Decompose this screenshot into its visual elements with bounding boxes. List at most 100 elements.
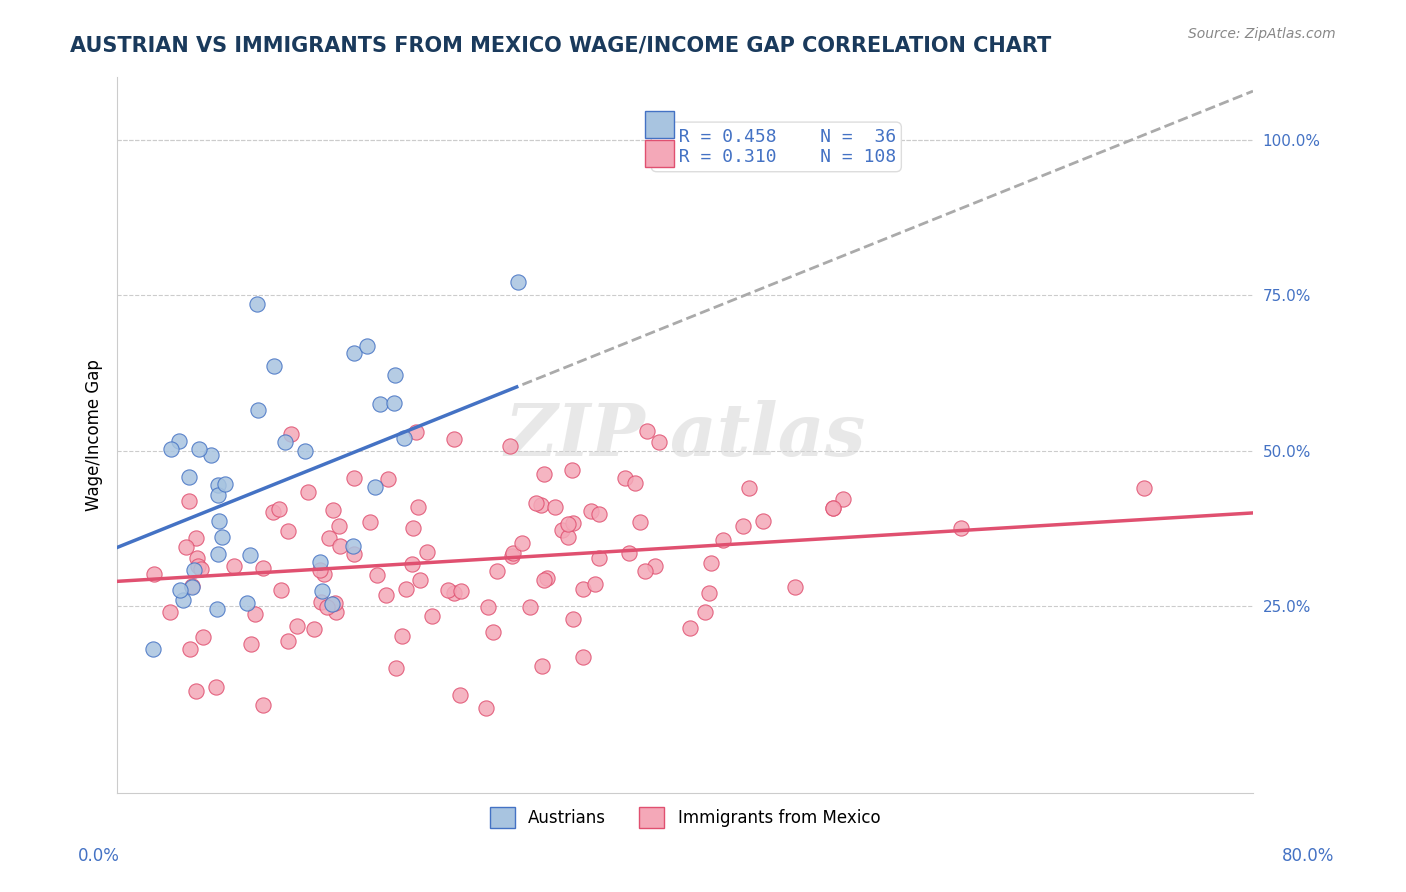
Point bbox=[401, 558, 423, 572]
Point bbox=[180, 579, 202, 593]
Point bbox=[308, 555, 330, 569]
Point bbox=[519, 600, 541, 615]
Point bbox=[274, 434, 297, 449]
Point bbox=[359, 516, 381, 530]
Point bbox=[524, 496, 547, 510]
Point bbox=[562, 516, 585, 530]
Point bbox=[499, 439, 522, 453]
Point bbox=[583, 576, 606, 591]
Point bbox=[409, 573, 432, 587]
Point bbox=[207, 514, 229, 528]
Point bbox=[634, 564, 657, 578]
Point bbox=[450, 584, 472, 599]
Point bbox=[294, 443, 316, 458]
Point bbox=[700, 556, 723, 570]
Point bbox=[270, 583, 292, 598]
Point bbox=[678, 621, 700, 635]
FancyBboxPatch shape bbox=[645, 112, 673, 138]
Point bbox=[169, 583, 191, 598]
Point bbox=[181, 580, 204, 594]
Point bbox=[239, 637, 262, 651]
Point bbox=[186, 550, 208, 565]
Point bbox=[207, 547, 229, 561]
Point bbox=[172, 593, 194, 607]
Point bbox=[561, 463, 583, 477]
Point bbox=[316, 599, 339, 614]
Point bbox=[529, 498, 551, 512]
Point bbox=[510, 536, 533, 550]
Point bbox=[187, 558, 209, 573]
Point bbox=[222, 558, 245, 573]
Point bbox=[443, 585, 465, 599]
Point bbox=[246, 402, 269, 417]
Point bbox=[384, 368, 406, 383]
Point bbox=[533, 467, 555, 481]
Point bbox=[252, 698, 274, 712]
Point bbox=[392, 431, 415, 445]
Point bbox=[356, 338, 378, 352]
Point bbox=[280, 426, 302, 441]
Point bbox=[579, 504, 602, 518]
Point bbox=[572, 582, 595, 597]
Point bbox=[636, 425, 658, 439]
Point bbox=[342, 346, 364, 360]
Point bbox=[543, 500, 565, 515]
Point bbox=[143, 566, 166, 581]
Point bbox=[366, 567, 388, 582]
Point bbox=[711, 533, 734, 547]
Point bbox=[309, 564, 332, 578]
Point bbox=[588, 551, 610, 566]
Point bbox=[329, 540, 352, 554]
Point bbox=[644, 559, 666, 574]
Point bbox=[214, 477, 236, 491]
Point bbox=[343, 547, 366, 561]
Point bbox=[752, 514, 775, 528]
Point bbox=[142, 641, 165, 656]
Point bbox=[285, 618, 308, 632]
Point bbox=[364, 480, 387, 494]
Point bbox=[405, 425, 427, 439]
Point bbox=[269, 502, 291, 516]
Point bbox=[406, 500, 429, 514]
Point bbox=[557, 530, 579, 544]
Point bbox=[277, 633, 299, 648]
Point bbox=[159, 605, 181, 619]
Point bbox=[179, 494, 201, 508]
Point bbox=[377, 472, 399, 486]
Point bbox=[536, 571, 558, 585]
Point bbox=[314, 566, 336, 581]
Point bbox=[821, 501, 844, 516]
Point bbox=[562, 612, 585, 626]
Point bbox=[501, 549, 523, 564]
Point bbox=[588, 508, 610, 522]
Point bbox=[572, 649, 595, 664]
Point bbox=[395, 582, 418, 597]
Point bbox=[384, 661, 406, 675]
Point bbox=[619, 546, 641, 560]
Point bbox=[184, 531, 207, 545]
Point bbox=[205, 680, 228, 694]
Point bbox=[391, 629, 413, 643]
Y-axis label: Wage/Income Gap: Wage/Income Gap bbox=[86, 359, 103, 511]
Point bbox=[628, 515, 651, 529]
Text: ZIP atlas: ZIP atlas bbox=[505, 400, 866, 471]
Point bbox=[297, 485, 319, 500]
Point bbox=[211, 530, 233, 544]
Point bbox=[443, 433, 465, 447]
Text: Source: ZipAtlas.com: Source: ZipAtlas.com bbox=[1188, 27, 1336, 41]
Point bbox=[342, 539, 364, 553]
Point bbox=[302, 622, 325, 636]
Point bbox=[236, 596, 259, 610]
Point bbox=[263, 359, 285, 374]
Point bbox=[486, 564, 509, 578]
Point bbox=[190, 562, 212, 576]
Point bbox=[437, 582, 460, 597]
Point bbox=[531, 659, 554, 673]
Point bbox=[177, 470, 200, 484]
Point bbox=[502, 546, 524, 560]
Point bbox=[183, 563, 205, 577]
Point bbox=[614, 471, 637, 485]
Point bbox=[693, 606, 716, 620]
Point bbox=[375, 588, 398, 602]
Point bbox=[832, 492, 855, 507]
